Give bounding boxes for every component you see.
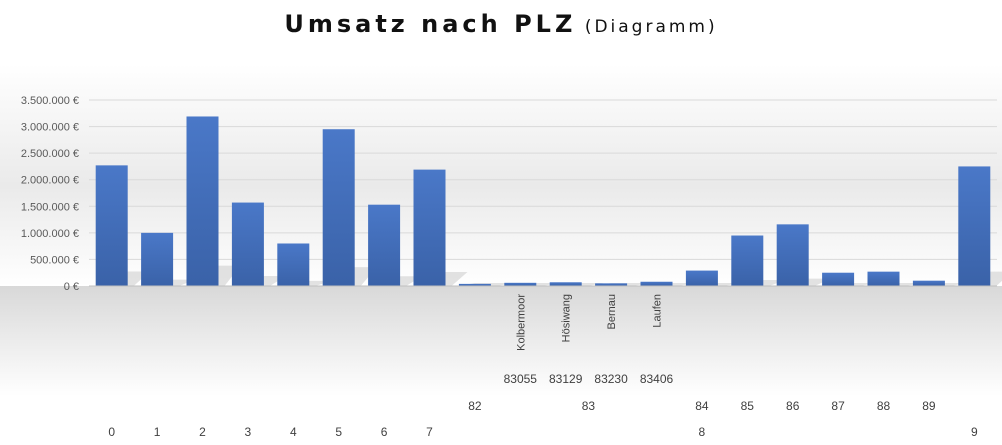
bar — [595, 283, 628, 286]
x-label-plz-zone: 8 — [699, 425, 706, 439]
bar — [776, 224, 809, 286]
y-tick-label: 1.000.000 € — [21, 228, 79, 240]
x-label-plz-prefix: 84 — [695, 399, 709, 413]
x-label-plz-zone: 5 — [335, 425, 342, 439]
x-label-plz-prefix: 88 — [877, 399, 891, 413]
bar — [458, 283, 491, 286]
bar — [368, 204, 401, 286]
x-label-plz-zone: 9 — [971, 425, 978, 439]
bar — [413, 169, 446, 286]
x-label-plz-prefix: 85 — [741, 399, 755, 413]
chart-title: Umsatz nach PLZ — [284, 10, 577, 38]
x-label-city: Hösiwang — [561, 294, 573, 342]
x-label-city: Laufen — [652, 294, 664, 328]
bar — [958, 166, 991, 286]
x-label-plz: 83129 — [549, 372, 583, 386]
y-tick-label: 3.500.000 € — [21, 95, 79, 107]
x-label-plz-zone: 6 — [381, 425, 388, 439]
y-tick-label: 2.000.000 € — [21, 175, 79, 187]
bar — [822, 272, 855, 286]
bar — [322, 129, 355, 286]
x-label-city: Bernau — [606, 294, 618, 329]
x-label-plz: 83230 — [594, 372, 628, 386]
x-label-plz-zone: 4 — [290, 425, 297, 439]
floor-background — [0, 286, 1002, 396]
bar — [640, 281, 673, 286]
x-label-plz-zone: 0 — [108, 425, 115, 439]
x-label-plz-prefix: 83 — [582, 399, 596, 413]
bar — [731, 235, 764, 286]
y-tick-label: 0 € — [64, 281, 79, 293]
bar — [549, 282, 582, 286]
x-label-city: Kolbermoor — [515, 294, 527, 351]
x-label-plz-zone: 2 — [199, 425, 206, 439]
chart-title-row: Umsatz nach PLZ (Diagramm) — [0, 10, 1002, 38]
bar — [231, 202, 264, 286]
bar — [912, 280, 945, 286]
bar — [685, 270, 718, 286]
x-label-plz-prefix: 87 — [831, 399, 845, 413]
bar — [186, 116, 219, 286]
x-label-plz-zone: 3 — [245, 425, 252, 439]
chart-subtitle: (Diagramm) — [584, 17, 718, 37]
bar — [141, 232, 174, 286]
x-label-plz-prefix: 82 — [468, 399, 482, 413]
y-tick-label: 1.500.000 € — [21, 201, 79, 213]
x-label-plz: 83055 — [504, 372, 538, 386]
bar — [95, 165, 128, 286]
y-tick-label: 500.000 € — [30, 254, 79, 266]
y-tick-label: 2.500.000 € — [21, 148, 79, 160]
bar — [504, 282, 537, 286]
bar — [277, 243, 310, 286]
x-label-plz-prefix: 89 — [922, 399, 936, 413]
x-label-plz: 83406 — [640, 372, 674, 386]
x-label-plz-zone: 7 — [426, 425, 433, 439]
x-label-plz-zone: 1 — [154, 425, 161, 439]
x-label-plz-prefix: 86 — [786, 399, 800, 413]
y-tick-label: 3.000.000 € — [21, 122, 79, 134]
bar — [867, 271, 900, 286]
